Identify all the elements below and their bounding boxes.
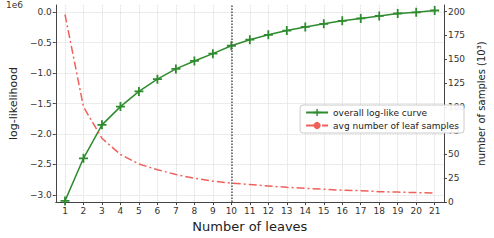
svg-text:12: 12 — [263, 206, 274, 216]
svg-text:3: 3 — [99, 206, 105, 216]
svg-text:200: 200 — [448, 7, 465, 17]
svg-text:15: 15 — [318, 206, 329, 216]
svg-text:1e6: 1e6 — [6, 0, 23, 10]
svg-text:21: 21 — [429, 206, 440, 216]
svg-text:175: 175 — [448, 30, 465, 40]
svg-text:−2.5: −2.5 — [30, 159, 52, 169]
svg-text:9: 9 — [210, 206, 216, 216]
svg-text:125: 125 — [448, 78, 465, 88]
svg-text:18: 18 — [374, 206, 386, 216]
svg-text:25: 25 — [448, 173, 459, 183]
svg-text:Number of leaves: Number of leaves — [192, 219, 307, 234]
svg-text:log-likelihood: log-likelihood — [7, 67, 20, 140]
svg-text:8: 8 — [192, 206, 198, 216]
svg-text:7: 7 — [173, 206, 179, 216]
svg-text:1: 1 — [62, 206, 68, 216]
svg-text:−1.0: −1.0 — [30, 68, 52, 78]
svg-text:0.0: 0.0 — [37, 7, 52, 17]
svg-text:−2.0: −2.0 — [30, 129, 52, 139]
svg-text:10: 10 — [226, 206, 238, 216]
svg-text:19: 19 — [392, 206, 404, 216]
svg-text:13: 13 — [281, 206, 292, 216]
svg-text:overall log-like curve: overall log-like curve — [333, 108, 427, 118]
svg-text:4: 4 — [118, 206, 124, 216]
svg-text:20: 20 — [410, 206, 422, 216]
svg-text:−0.5: −0.5 — [30, 38, 52, 48]
svg-text:50: 50 — [448, 149, 460, 159]
svg-text:16: 16 — [337, 206, 349, 216]
svg-text:5: 5 — [136, 206, 142, 216]
svg-text:14: 14 — [300, 206, 312, 216]
svg-text:17: 17 — [355, 206, 366, 216]
svg-text:number of samples (10³): number of samples (10³) — [476, 41, 487, 165]
svg-text:2: 2 — [81, 206, 87, 216]
svg-text:6: 6 — [155, 206, 161, 216]
svg-text:−1.5: −1.5 — [30, 99, 52, 109]
svg-text:0: 0 — [448, 197, 454, 207]
svg-text:11: 11 — [244, 206, 255, 216]
svg-text:avg number of leaf samples: avg number of leaf samples — [333, 121, 459, 131]
svg-text:−3.0: −3.0 — [30, 190, 52, 200]
svg-text:150: 150 — [448, 54, 465, 64]
